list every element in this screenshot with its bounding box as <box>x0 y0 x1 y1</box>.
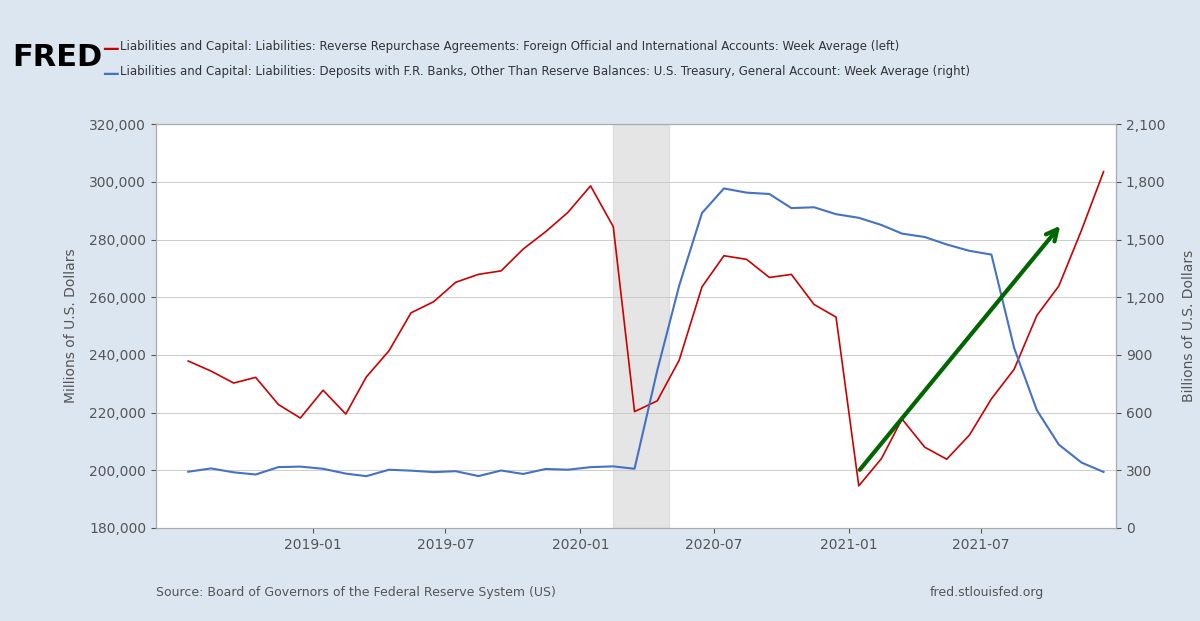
Text: fred.stlouisfed.org: fred.stlouisfed.org <box>930 586 1044 599</box>
Text: FRED: FRED <box>12 43 102 73</box>
Text: Liabilities and Capital: Liabilities: Reverse Repurchase Agreements: Foreign Off: Liabilities and Capital: Liabilities: Re… <box>120 40 899 53</box>
Text: —: — <box>102 40 119 58</box>
Text: Liabilities and Capital: Liabilities: Deposits with F.R. Banks, Other Than Reser: Liabilities and Capital: Liabilities: De… <box>120 65 970 78</box>
Y-axis label: Billions of U.S. Dollars: Billions of U.S. Dollars <box>1182 250 1196 402</box>
Text: Source: Board of Governors of the Federal Reserve System (US): Source: Board of Governors of the Federa… <box>156 586 556 599</box>
Text: —: — <box>102 65 119 83</box>
Y-axis label: Millions of U.S. Dollars: Millions of U.S. Dollars <box>64 249 78 403</box>
Bar <box>613 124 668 528</box>
